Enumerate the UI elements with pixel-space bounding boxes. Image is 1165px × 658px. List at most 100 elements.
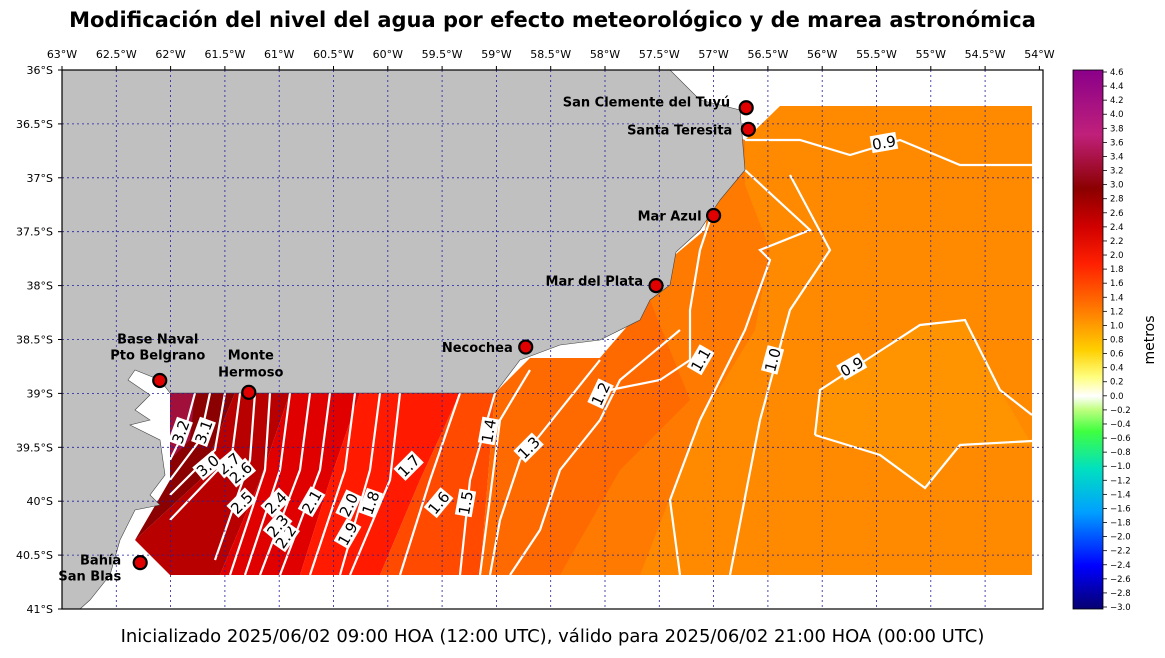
lat-tick-label: 38°S (27, 280, 53, 293)
location-label-line2: Hermoso (218, 365, 283, 380)
contour-label-bg (686, 344, 715, 376)
contour-label-bg (271, 521, 301, 553)
lat-tick-label: 39.5°S (16, 441, 53, 454)
location-markers: San Clemente del Tuyú Santa Teresita Mar A… (58, 96, 756, 585)
lon-tick-label: 59°W (481, 48, 511, 61)
contour-label-bg (393, 450, 424, 481)
map-title: Modificación del nivel del agua por efec… (69, 8, 1036, 32)
location-label: Bahía (80, 554, 121, 569)
colorbar-tick-label: −0.6 (1110, 434, 1131, 444)
lon-tick-label: 59.5°W (422, 48, 463, 61)
location-marker (518, 339, 534, 355)
contour-label: 1.0 (760, 345, 785, 375)
colorbar-label: metros (1142, 315, 1158, 364)
location-marker (241, 384, 257, 400)
colorbar-tick-label: 3.0 (1110, 181, 1124, 191)
location-label: Necochea (442, 341, 513, 356)
colorbar-tick-label: 1.8 (1110, 265, 1124, 275)
colorbar-tick-label: 0.4 (1110, 364, 1124, 374)
colorbar-tick-label: 1.0 (1110, 321, 1124, 331)
lat-tick-label: 36°S (27, 64, 53, 77)
lon-tick-label: 55°W (916, 48, 946, 61)
contour-label-bg (226, 487, 257, 518)
contour-label-bg (760, 345, 785, 375)
footer-caption: Inicializado 2025/06/02 09:00 HOA (12:00… (120, 626, 985, 647)
contour-label-bg (192, 450, 224, 481)
colorbar-tick-label: 2.8 (1110, 195, 1124, 205)
contour-label-bg (513, 432, 544, 463)
colorbar (1072, 69, 1104, 610)
contour-label-bg (260, 487, 291, 518)
graticule (62, 70, 1043, 609)
lat-tick-label: 41°S (27, 603, 53, 616)
contour-label-bg (587, 378, 614, 410)
colorbar-tick-label: −2.8 (1110, 589, 1131, 599)
colorbar-tick-label: 2.0 (1110, 251, 1124, 261)
colorbar-tick-label: −1.4 (1110, 490, 1131, 500)
lat-tick-label: 39°S (27, 387, 53, 400)
lat-tick-label: 37°S (27, 172, 53, 185)
colorbar-tick-label: 3.6 (1110, 138, 1124, 148)
colorbar-tick-label: −0.4 (1110, 420, 1131, 430)
colorbar-tick-label: 4.4 (1110, 82, 1124, 92)
lon-tick-label: 63°W (47, 48, 77, 61)
latitude-ticks: 36°S 36.5°S 37°S 37.5°S 38°S 38.5°S 39°S 39.5°S… (16, 64, 62, 616)
location-label: Mar del Plata (546, 275, 644, 290)
location-label: Monte (228, 348, 274, 363)
lat-tick-label: 40°S (27, 495, 53, 508)
contour-label-bg (297, 486, 326, 518)
location-marker (648, 278, 664, 294)
contour-label-bg (477, 416, 500, 446)
colorbar-tick-label: 1.2 (1110, 307, 1124, 317)
colorbar-tick-label: 3.2 (1110, 167, 1124, 177)
contour-label-bg (454, 488, 477, 518)
contour-label-bg (262, 510, 293, 542)
colorbar-tick-label: −2.6 (1110, 575, 1131, 585)
contour-label-bg (333, 518, 362, 550)
colorbar-tick-label: −2.2 (1110, 547, 1131, 557)
colorbar-tick-label: 2.6 (1110, 209, 1124, 219)
contour-label-bg (168, 416, 193, 447)
contour-label-bg (836, 352, 868, 381)
lon-tick-label: 55.5°W (856, 48, 897, 61)
contour-label: 0.9 (869, 131, 899, 154)
lat-tick-label: 37.5°S (16, 226, 53, 239)
contour-label-bg (213, 448, 245, 479)
colorbar-tick-label: 0.6 (1110, 350, 1124, 360)
colorbar-tick-label: 4.6 (1110, 68, 1124, 78)
colorbar-tick-label: −0.2 (1110, 406, 1131, 416)
colorbar-tick-label: 3.8 (1110, 124, 1124, 134)
location-marker (152, 372, 168, 389)
lon-tick-label: 54.5°W (965, 48, 1006, 61)
location-marker (705, 207, 722, 224)
contour-label-bg (869, 131, 899, 154)
colorbar-tick-label: 2.4 (1110, 223, 1124, 233)
lon-tick-label: 60.5°W (313, 48, 354, 61)
colorbar-tick-label: −3.0 (1110, 603, 1131, 613)
lon-tick-label: 57.5°W (639, 48, 680, 61)
contour-label-bg (335, 489, 362, 521)
colorbar-tick-label: −2.4 (1110, 561, 1131, 571)
contour-label: 1.5 (454, 488, 477, 518)
colorbar-tick-label: 3.4 (1110, 152, 1124, 162)
location-label: Mar Azul (638, 210, 702, 225)
lon-tick-label: 61.5°W (204, 48, 245, 61)
location-marker (132, 555, 148, 571)
location-label-line2: Pto Belgrano (110, 348, 205, 363)
contour-label-bg (225, 457, 257, 488)
longitude-ticks: 63°W 62.5°W 62°W 61.5°W 61°W 60.5°W 60°W 59.5°W… (47, 48, 1055, 70)
colorbar-tick-label: 2.2 (1110, 237, 1124, 247)
colorbar-tick-label: 4.2 (1110, 96, 1124, 106)
lon-tick-label: 62.5°W (96, 48, 137, 61)
colorbar-tick-label: 1.6 (1110, 279, 1124, 289)
location-marker (738, 100, 754, 116)
contour-label: 1.4 (477, 416, 500, 446)
contour-label-bg (358, 487, 383, 518)
location-label: Base Naval (117, 332, 198, 347)
colorbar-tick-label: 0.0 (1110, 392, 1124, 402)
colorbar-tick-label: −1.8 (1110, 519, 1131, 529)
location-marker (740, 121, 756, 137)
lat-tick-label: 36.5°S (16, 118, 53, 131)
contour-label-bg (191, 416, 216, 447)
